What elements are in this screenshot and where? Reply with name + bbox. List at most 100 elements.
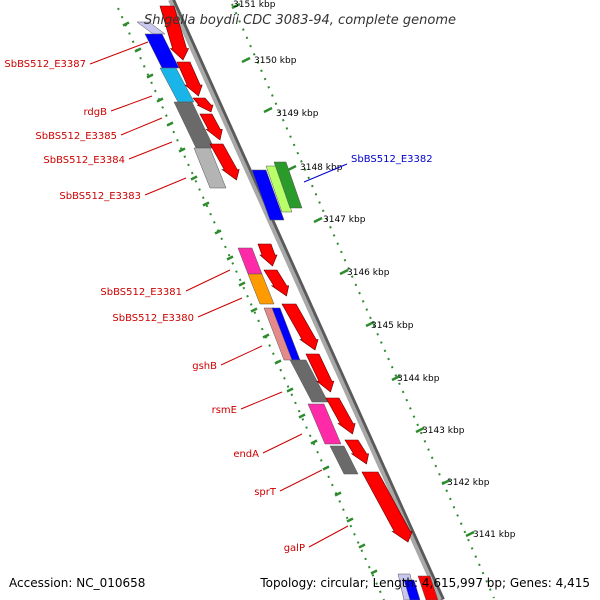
tick-mark (263, 106, 273, 114)
gene-label: SbBS512_E3385 (35, 131, 117, 142)
tick-label: 3143 kbp (422, 426, 465, 436)
minor-tick (178, 147, 186, 153)
tick-marks (122, 2, 475, 575)
minor-tick (156, 97, 164, 103)
label-connector (89, 41, 149, 65)
tick-label: 3145 kbp (371, 321, 414, 331)
tick-mark (465, 530, 475, 538)
tick-mark (287, 164, 297, 172)
minor-tick (250, 307, 258, 313)
tick-mark (365, 320, 375, 328)
minor-tick (214, 229, 222, 235)
feature-block (417, 575, 439, 600)
label-connector (197, 297, 243, 318)
label-connector (220, 345, 263, 366)
tick-mark (415, 426, 425, 434)
cds-arrow (263, 269, 290, 297)
minor-tick (346, 517, 354, 523)
cds-arrow (281, 303, 319, 351)
feature-block (136, 21, 166, 35)
minor-tick (334, 491, 342, 497)
tick-label: 3144 kbp (397, 374, 440, 384)
label-connector (120, 117, 163, 136)
cds-arrow (159, 5, 190, 61)
gene-label: galP (284, 543, 305, 554)
label-connector (262, 433, 303, 454)
feature-block (265, 165, 293, 213)
cds-arrow (257, 243, 278, 267)
feature-block (247, 273, 275, 305)
label-connector (308, 525, 349, 548)
genome-summary-text: Topology: circular; Length: 4,615,997 bp… (259, 576, 590, 590)
minor-tick (274, 359, 282, 365)
gene-label: rdgB (84, 107, 108, 118)
tick-label: 3141 kbp (473, 530, 516, 540)
inner-dotted-guide (117, 7, 385, 600)
tick-mark (391, 374, 401, 382)
cds-arrow (199, 113, 223, 141)
label-connector (185, 269, 231, 292)
cds-arrow (305, 353, 335, 393)
cds-arrow (325, 397, 356, 435)
minor-tick (202, 201, 210, 207)
tick-label: 3142 kbp (447, 478, 490, 488)
label-connector (279, 469, 323, 492)
minor-tick (190, 175, 198, 181)
feature-block (193, 147, 227, 189)
backbone (168, 0, 442, 600)
feature-block (403, 579, 421, 600)
minor-tick (286, 387, 294, 393)
gene-label: SbBS512_E3381 (100, 287, 182, 298)
cds-arrow (176, 61, 203, 97)
minor-tick (310, 439, 318, 445)
gene-label: SbBS512_E3387 (4, 59, 86, 70)
minor-tick (122, 21, 130, 27)
accession-text: Accession: NC_010658 (9, 576, 145, 590)
gene-label: gshB (192, 361, 217, 372)
label-connector (303, 163, 348, 183)
label-connector (240, 391, 283, 410)
gene-label: sprT (254, 487, 277, 498)
feature-block (307, 403, 342, 445)
minor-tick (358, 543, 366, 549)
feature-block (159, 67, 195, 103)
tick-label: 3146 kbp (347, 268, 390, 278)
tick-mark (231, 2, 241, 10)
minor-tick (146, 73, 154, 79)
cds-arrow (209, 143, 240, 181)
tick-mark (339, 268, 349, 276)
gene-labels: SbBS512_E3387 rdgB SbBS512_E3385 SbBS512_E3… (4, 41, 433, 554)
feature-block (237, 247, 263, 275)
gene-label: endA (233, 449, 259, 460)
feature-track (136, 5, 439, 600)
label-connector (110, 95, 153, 112)
gene-label: SbBS512_E3380 (112, 313, 194, 324)
tick-labels: 3151 kbp 3150 kbp 3149 kbp 3148 kbp 3147 kbp… (233, 0, 516, 540)
feature-block (329, 445, 359, 475)
diagram-title: Shigella boydii CDC 3083-94, complete ge… (144, 13, 456, 28)
minor-tick (262, 333, 270, 339)
feature-block (251, 169, 285, 221)
minor-tick (298, 413, 306, 419)
tick-mark (241, 56, 251, 64)
minor-tick (370, 569, 378, 575)
minor-tick (226, 255, 234, 261)
tick-label: 3148 kbp (300, 163, 343, 173)
tick-label: 3147 kbp (323, 215, 366, 225)
tick-mark (313, 216, 323, 224)
feature-block (273, 161, 303, 209)
minor-tick (322, 465, 330, 471)
minor-tick (238, 281, 246, 287)
tick-label: 3149 kbp (276, 109, 319, 119)
label-connector (128, 141, 173, 160)
cds-arrow (361, 471, 413, 543)
gene-label: SbBS512_E3382 (351, 154, 433, 165)
gene-label: SbBS512_E3384 (43, 155, 125, 166)
tick-mark (441, 478, 451, 486)
tick-label: 3151 kbp (233, 0, 276, 10)
cds-arrow (192, 97, 214, 113)
minor-tick (166, 121, 174, 127)
tick-label: 3150 kbp (254, 56, 297, 66)
gene-label: SbBS512_E3383 (59, 191, 141, 202)
